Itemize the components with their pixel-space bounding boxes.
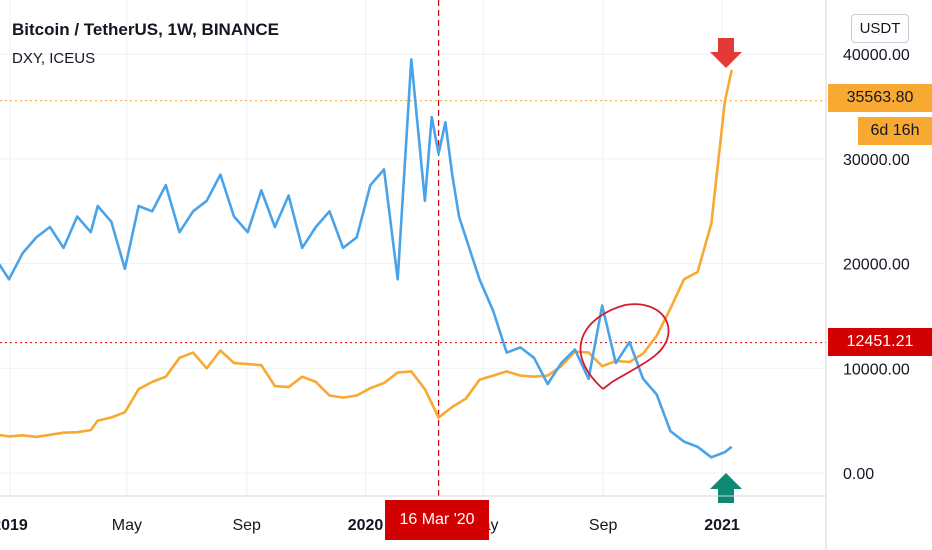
x-tick-label: 2020	[348, 517, 384, 534]
marked-level-tag: 12451.21	[828, 328, 932, 356]
chart-title: Bitcoin / TetherUS, 1W, BINANCE	[12, 20, 279, 39]
chart-grid	[0, 0, 826, 496]
x-tick-label: 2021	[704, 517, 740, 534]
x-tick-label: Sep	[589, 517, 618, 534]
up-arrow-icon	[710, 473, 742, 503]
chart-series	[0, 58, 733, 459]
y-tick-label: 0.00	[843, 466, 874, 483]
x-tick-label: 2019	[0, 517, 28, 534]
x-tick-label: May	[112, 517, 142, 534]
y-tick-label: 20000.00	[843, 257, 910, 274]
axes: 0.00 10000.00 20000.00 30000.00 40000.00 2019…	[0, 0, 910, 550]
annotation-circle	[579, 303, 670, 390]
chart-subtitle: DXY, ICEUS	[12, 50, 96, 67]
btc-price-line	[0, 69, 733, 439]
down-arrow-icon	[710, 38, 742, 68]
current-price-tag: 35563.80	[828, 84, 932, 112]
currency-button[interactable]: USDT	[851, 14, 909, 43]
reference-lines	[0, 0, 826, 500]
annotations	[579, 38, 742, 503]
y-tick-label: 30000.00	[843, 152, 910, 169]
dxy-index-line	[0, 58, 733, 459]
y-tick-label: 40000.00	[843, 47, 910, 64]
x-tick-label: Sep	[232, 517, 261, 534]
crosshair-date-label: 16 Mar '20	[385, 500, 489, 540]
y-tick-label: 10000.00	[843, 361, 910, 378]
bar-countdown-tag: 6d 16h	[858, 117, 932, 145]
